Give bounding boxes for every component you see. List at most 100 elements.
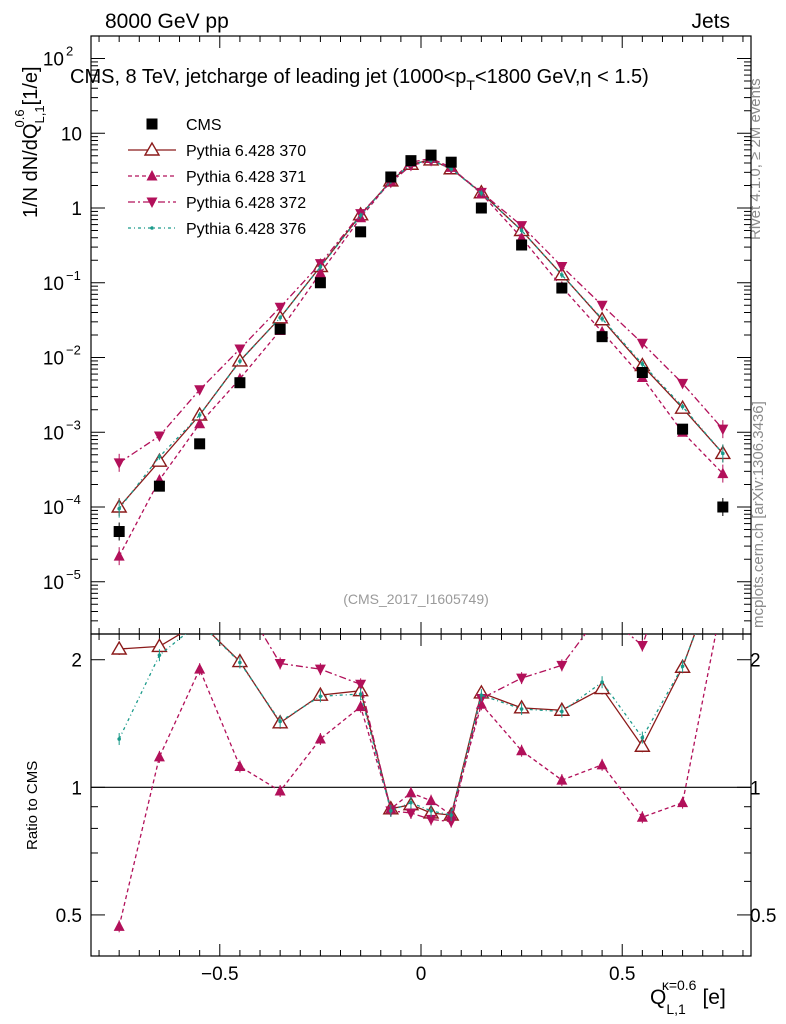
ratio-point-p376: [358, 692, 363, 696]
point-data: [355, 226, 367, 238]
series-line-p376: [118, 159, 724, 510]
plot-title: CMS, 8 TeV, jetcharge of leading jet (10…: [70, 66, 649, 93]
legend-label-data: CMS: [186, 117, 222, 134]
point-p372: [636, 338, 648, 350]
ratio-point-p371: [194, 663, 206, 674]
point-data: [314, 277, 326, 289]
ratio-point-p376: [409, 800, 413, 805]
y-tick-label: 10: [43, 50, 64, 71]
y-tick-label: 10: [43, 423, 64, 444]
ratio-point-p376: [198, 621, 202, 625]
point-p376: [680, 404, 685, 409]
ratio-point-p376: [117, 737, 121, 741]
ratio-point-p376: [429, 809, 433, 813]
ratio-line-p372: [261, 634, 647, 823]
point-p371: [717, 467, 729, 479]
point-p376: [560, 273, 564, 277]
point-p376: [358, 213, 363, 218]
ratio-point-p372: [425, 814, 437, 826]
ratio-point-p372: [355, 679, 367, 691]
ratio-point-p376: [560, 709, 564, 714]
point-p376: [640, 362, 645, 366]
y-tick-exponent: −5: [66, 567, 81, 582]
y-tick-exponent: −2: [66, 343, 81, 358]
point-p372: [234, 344, 246, 355]
ratio-point-p376: [640, 735, 645, 740]
ratio-point-p372: [314, 664, 326, 676]
ratio-point-p371: [677, 796, 689, 808]
point-p372: [717, 424, 729, 436]
legend-label-p370: Pythia 6.428 370: [186, 143, 306, 160]
ratio-point-p372: [405, 808, 417, 819]
point-data: [385, 171, 397, 183]
y-tick-exponent: −4: [66, 492, 81, 507]
point-p371: [194, 417, 206, 429]
ratio-point-p372: [597, 607, 608, 618]
legend-marker-p370: [143, 141, 161, 156]
ratio-point-p371: [717, 592, 728, 603]
point-p376: [117, 506, 121, 511]
point-p372: [596, 300, 608, 312]
point-p372: [194, 385, 206, 396]
point-p371: [314, 267, 326, 278]
ratio-series-group: [110, 393, 730, 933]
point-p372: [677, 378, 689, 390]
ratio-point-p372: [114, 393, 125, 404]
ratio-line-p376: [118, 634, 696, 816]
ratio-point-p371: [274, 785, 286, 796]
ratio-point-p371: [355, 700, 367, 712]
point-data: [425, 149, 437, 161]
ratio-point-p376: [389, 809, 393, 813]
point-p371: [113, 550, 125, 561]
y-tick-label: 10: [43, 349, 64, 370]
ratio-point-p372: [274, 658, 286, 670]
point-data: [194, 438, 206, 450]
ratio-point-p376: [600, 680, 604, 685]
ratio-point-p372: [234, 591, 245, 602]
point-p372: [153, 431, 165, 443]
point-p376: [600, 316, 604, 321]
mcplots-label: mcplots.cern.ch [arXiv:1306.3436]: [750, 401, 767, 628]
series-line-p371: [118, 157, 724, 557]
ratio-tick-label: 1: [71, 778, 82, 799]
ratio-point-p376: [519, 707, 524, 711]
y-tick-exponent: 2: [66, 44, 73, 59]
ratio-point-p371: [405, 786, 417, 798]
ratio-tick-label: 0.5: [56, 906, 82, 927]
point-p372: [113, 458, 125, 469]
ratio-tick-label: 2: [71, 651, 82, 672]
ratio-point-p371: [596, 758, 608, 770]
energy-label: 8000 GeV pp: [105, 10, 229, 33]
ratio-point-p376: [157, 653, 162, 657]
ratio-point-p372: [194, 476, 205, 487]
legend-label-p372: Pythia 6.428 372: [186, 195, 306, 212]
ratio-point-p371: [516, 744, 528, 756]
point-data: [405, 155, 417, 167]
point-p376: [238, 359, 242, 364]
ratio-point-p372: [556, 660, 568, 672]
point-p372: [516, 221, 528, 232]
ratio-point-p376: [721, 560, 725, 564]
point-data: [516, 239, 528, 251]
point-data: [234, 377, 246, 389]
ratio-point-p370: [716, 550, 730, 562]
x-axis-label: QL,1κ=0.6[e]: [650, 977, 726, 1017]
point-data: [475, 202, 487, 214]
analysis-watermark: (CMS_2017_I1605749): [343, 591, 489, 607]
rivet-version-label: Rivet 4.1.0, ≥ 2M events: [747, 78, 764, 240]
ratio-point-p372: [636, 641, 648, 652]
ratio-point-p376: [680, 664, 685, 669]
legend-marker-data: [146, 118, 158, 130]
y-tick-label: 1: [71, 199, 82, 220]
ratio-tick-label-right: 2: [750, 651, 761, 672]
ratio-point-p376: [318, 694, 323, 699]
ratio-axis-label: Ratio to CMS: [24, 761, 41, 850]
point-p376: [157, 454, 162, 459]
legend-label-p371: Pythia 6.428 371: [186, 169, 306, 186]
ratio-point-p371: [314, 733, 326, 744]
point-p376: [721, 451, 725, 456]
x-tick-label: 0.5: [609, 964, 635, 985]
ratio-point-p372: [677, 523, 688, 534]
ratio-point-p376: [449, 813, 453, 817]
